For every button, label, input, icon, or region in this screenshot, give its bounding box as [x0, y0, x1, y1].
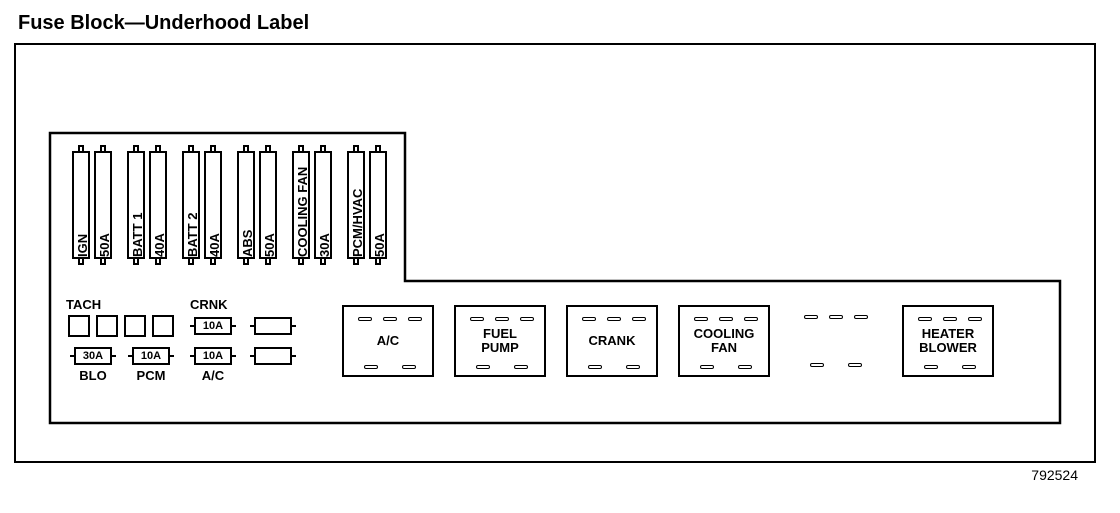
- fuse-block-diagram: IGN 50A BATT 1 40A BATT 2 40A ABS 50A COOLING FA…: [50, 133, 1060, 423]
- big-fuse-rating-label-4: 30A: [317, 157, 332, 257]
- big-fuse-rating-4: 30A: [314, 151, 332, 259]
- big-fuse-rating-1: 40A: [149, 151, 167, 259]
- relay-label-2: CRANK: [568, 334, 656, 348]
- tach-square-1: [96, 315, 118, 337]
- big-fuse-name-label-5: PCM/HVAC: [350, 157, 365, 257]
- tach-square-3: [152, 315, 174, 337]
- tach-square-0: [68, 315, 90, 337]
- relay-label-5: HEATERBLOWER: [904, 327, 992, 355]
- mini-blank-top: [254, 317, 292, 335]
- relay-label-3: COOLINGFAN: [680, 327, 768, 355]
- big-fuse-rating-label-2: 40A: [207, 157, 222, 257]
- relay-1: FUELPUMP: [454, 305, 546, 377]
- big-fuse-name-2: BATT 2: [182, 151, 200, 259]
- big-fuse-rating-5: 50A: [369, 151, 387, 259]
- mini-bottom-label-0: BLO: [74, 368, 112, 383]
- mini-bottom-label-1: PCM: [132, 368, 170, 383]
- relay-3: COOLINGFAN: [678, 305, 770, 377]
- page-title: Fuse Block—Underhood Label: [18, 12, 1106, 35]
- relay-5: HEATERBLOWER: [902, 305, 994, 377]
- big-fuse-name-label-2: BATT 2: [185, 157, 200, 257]
- mini-bottom-1: 10A: [132, 347, 170, 365]
- outer-frame: IGN 50A BATT 1 40A BATT 2 40A ABS 50A COOLING FA…: [14, 43, 1096, 463]
- label-tach: TACH: [66, 297, 101, 312]
- big-fuse-rating-label-1: 40A: [152, 157, 167, 257]
- relay-label-1: FUELPUMP: [456, 327, 544, 355]
- figure-id: 792524: [1031, 467, 1078, 483]
- big-fuse-name-3: ABS: [237, 151, 255, 259]
- big-fuse-name-4: COOLING FAN: [292, 151, 310, 259]
- relay-2: CRANK: [566, 305, 658, 377]
- mini-crnk: 10A: [194, 317, 232, 335]
- big-fuse-rating-label-0: 50A: [97, 157, 112, 257]
- big-fuse-name-label-3: ABS: [240, 157, 255, 257]
- relay-0: A/C: [342, 305, 434, 377]
- mini-bottom-label-2: A/C: [194, 368, 232, 383]
- big-fuse-name-label-4: COOLING FAN: [295, 157, 310, 257]
- big-fuse-rating-2: 40A: [204, 151, 222, 259]
- big-fuse-name-label-0: IGN: [75, 157, 90, 257]
- tach-square-2: [124, 315, 146, 337]
- big-fuse-name-5: PCM/HVAC: [347, 151, 365, 259]
- big-fuse-name-0: IGN: [72, 151, 90, 259]
- big-fuse-name-label-1: BATT 1: [130, 157, 145, 257]
- mini-bottom-2: 10A: [194, 347, 232, 365]
- big-fuse-name-1: BATT 1: [127, 151, 145, 259]
- big-fuse-rating-label-3: 50A: [262, 157, 277, 257]
- big-fuse-rating-0: 50A: [94, 151, 112, 259]
- big-fuse-rating-label-5: 50A: [372, 157, 387, 257]
- mini-blank-bot: [254, 347, 292, 365]
- mini-bottom-0: 30A: [74, 347, 112, 365]
- big-fuse-rating-3: 50A: [259, 151, 277, 259]
- label-crnk: CRNK: [190, 297, 228, 312]
- relay-4: [790, 305, 882, 377]
- relay-label-0: A/C: [344, 334, 432, 348]
